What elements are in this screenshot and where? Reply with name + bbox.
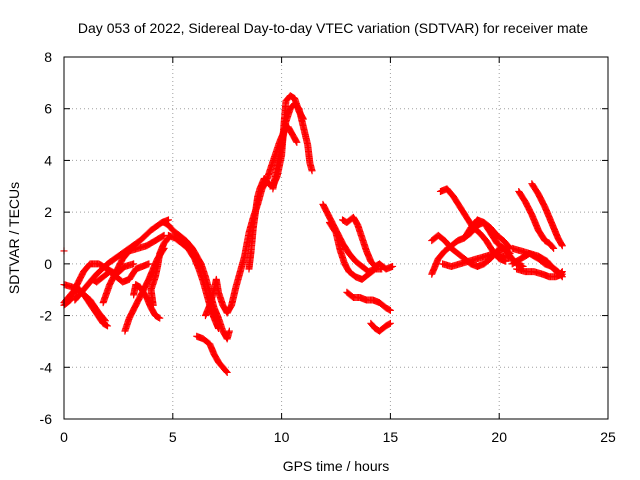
series-arc-z bbox=[515, 187, 558, 252]
data-point bbox=[558, 241, 566, 249]
series-arc-d bbox=[71, 216, 172, 304]
data-point bbox=[223, 368, 231, 376]
y-tick-label: 2 bbox=[44, 204, 52, 220]
data-point bbox=[386, 306, 394, 314]
data-point bbox=[102, 321, 110, 329]
series-arc-k bbox=[164, 231, 222, 332]
data-point bbox=[549, 243, 557, 251]
data-point bbox=[293, 138, 301, 146]
y-tick-label: 6 bbox=[44, 101, 52, 117]
data-point bbox=[558, 270, 566, 278]
series-arc-ad bbox=[513, 265, 566, 281]
series-arc-t bbox=[367, 319, 394, 335]
x-tick-label: 15 bbox=[383, 429, 399, 445]
series-arc-l bbox=[193, 332, 231, 376]
series-arc-q bbox=[325, 218, 379, 283]
series-arc-i bbox=[147, 234, 172, 309]
series-arc-e bbox=[99, 231, 168, 307]
data-point bbox=[130, 260, 138, 268]
y-tick-label: 8 bbox=[44, 49, 52, 65]
y-tick-label: 4 bbox=[44, 152, 52, 168]
data-point bbox=[558, 242, 566, 250]
y-axis-label: SDTVAR / TECUs bbox=[6, 182, 22, 294]
series-arc-y bbox=[460, 216, 527, 270]
data-point bbox=[385, 320, 393, 328]
data-point bbox=[222, 367, 230, 375]
x-tick-label: 25 bbox=[600, 429, 616, 445]
data-point bbox=[386, 319, 394, 327]
y-tick-label: -4 bbox=[40, 359, 53, 375]
x-tick-label: 5 bbox=[169, 429, 177, 445]
series-arc-g bbox=[130, 281, 164, 322]
data-point bbox=[101, 316, 109, 324]
data-point bbox=[145, 260, 153, 268]
data-point bbox=[385, 306, 393, 314]
x-axis-label: GPS time / hours bbox=[283, 458, 390, 474]
data-point bbox=[225, 327, 233, 335]
series-arc-o bbox=[269, 100, 316, 193]
x-tick-label: 20 bbox=[491, 429, 507, 445]
data-point bbox=[550, 244, 558, 252]
data-point bbox=[292, 137, 300, 145]
series-arc-h bbox=[88, 260, 153, 286]
plot-frame bbox=[63, 56, 609, 420]
data-points bbox=[60, 92, 566, 376]
x-tick-label: 10 bbox=[274, 429, 290, 445]
data-point bbox=[155, 314, 163, 322]
data-point bbox=[214, 325, 222, 332]
x-tick-label: 0 bbox=[60, 429, 68, 445]
data-point bbox=[101, 317, 109, 325]
y-tick-label: 0 bbox=[44, 256, 52, 272]
data-point bbox=[308, 167, 316, 175]
chart-title: Day 053 of 2022, Sidereal Day-to-day VTE… bbox=[78, 20, 588, 36]
data-point bbox=[156, 314, 164, 322]
data-point bbox=[159, 232, 167, 240]
axis-ticks: 0 5 10 15 20 25 -6 -4 -2 0 2 4 6 8 bbox=[40, 49, 616, 445]
data-point bbox=[104, 322, 112, 330]
y-tick-label: -6 bbox=[40, 411, 53, 427]
series-arc-r bbox=[339, 213, 397, 273]
series-arc-s bbox=[343, 288, 394, 314]
y-tick-label: -2 bbox=[40, 308, 53, 324]
series-arc-aa bbox=[528, 180, 566, 250]
data-point bbox=[389, 262, 397, 270]
